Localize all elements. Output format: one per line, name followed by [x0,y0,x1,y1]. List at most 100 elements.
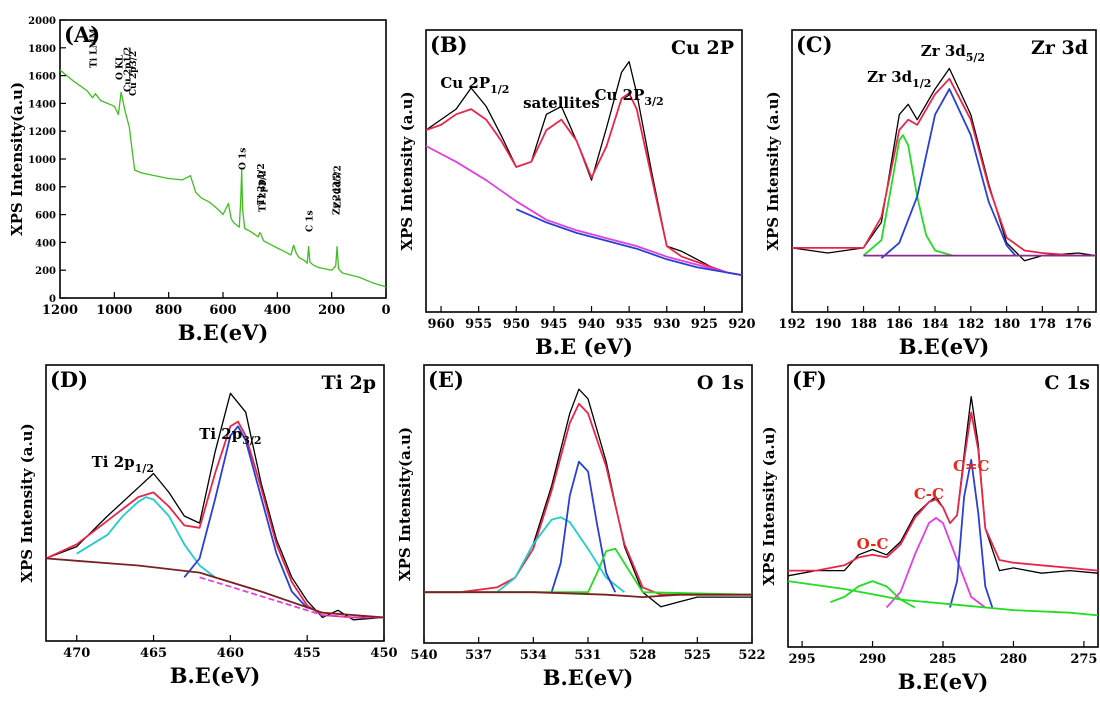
peak-label: C-C [914,485,944,503]
peak-label: Zr 3d1/2 [867,68,931,90]
series-raw-line [424,388,752,608]
panel-letter: (E) [428,367,464,392]
y-tick-label: 0 [49,294,56,305]
x-tick-label: 935 [616,317,643,332]
series-raw-line [791,67,1097,262]
series-envelope-line [792,77,1096,257]
plot-frame [423,364,753,644]
x-tick-label: 186 [886,317,913,332]
y-tick-label: 600 [35,211,56,222]
x-tick-label: 925 [691,317,718,332]
peak-label-subscript: 5/2 [966,51,985,64]
y-axis-label: XPS Intensity (a.u) [760,426,778,585]
panel-letter: (A) [64,22,100,47]
peak-label: Zr 2d5/2 [334,165,344,208]
x-tick-label: 180 [993,317,1020,332]
series-background-line [199,576,384,619]
x-tick-label: 525 [684,648,711,663]
x-tick-label: 178 [1029,317,1056,332]
x-tick-label: 190 [814,317,841,332]
plot-frame [791,29,1097,313]
x-tick-label: 531 [574,648,601,663]
x-tick-label: 200 [318,303,345,318]
panel-d: 470 465 460 455 450 B.E(eV) XPS Intensity (a.u… [18,364,398,688]
panel-letter: (B) [430,32,468,57]
x-axis-label: B.E(eV) [178,320,269,345]
series-fit2-line [550,460,617,593]
y-axis-label: XPS Intensity(a.u) [396,427,414,581]
series-raw-line [425,60,743,276]
x-tick-label: 188 [850,317,877,332]
x-tick-label: 950 [503,317,530,332]
x-tick-label: 184 [921,317,948,332]
x-tick-label: 285 [929,652,956,667]
x-tick-label: 176 [1065,317,1092,332]
x-tick-label: 465 [140,646,167,661]
panel-title: Zr 3d [1031,37,1088,59]
peak-label: Ti 2p1/2 [257,163,267,205]
x-tick-label: 295 [789,652,816,667]
x-tick-label: 275 [1070,652,1097,667]
x-axis-label: B.E(eV) [170,663,261,688]
peak-label: satellites [523,94,600,112]
x-axis-label: B.E(eV) [543,665,634,690]
peak-label: Zr 2d3/2 [333,172,343,215]
series-fit2-line [885,517,986,609]
plot-frame [425,29,743,313]
x-tick-label: 920 [728,317,755,332]
panel-letter: (D) [50,367,88,392]
series-baseline-line [45,557,385,619]
series-background-line [425,145,743,276]
x-tick-label: 450 [370,646,397,661]
x-tick-label: 460 [217,646,244,661]
x-tick-label: 955 [465,317,492,332]
peak-label-subscript: 3/2 [242,434,261,447]
y-tick-label: 1200 [28,127,56,138]
x-tick-label: 470 [63,646,90,661]
series-background-line [787,580,1099,617]
panel-title: C 1s [1044,372,1090,394]
y-tick-label: 1000 [28,155,56,166]
series-baseline-line [424,591,752,598]
series-fit1-line [496,516,625,593]
x-tick-label: 280 [1000,652,1027,667]
panel-a: 1200 1000 800 600 400 200 00200400600800100012… [8,16,391,345]
x-axis-label: B.E(eV) [898,669,989,694]
y-tick-label: 200 [35,266,56,277]
panel-e: 540 537 534 531 528 525 522 B.E(eV) XPS Intensit… [396,364,766,690]
x-tick-label: 192 [778,317,805,332]
peak-label-subscript: 1/2 [490,83,509,96]
series-raw-line [45,392,385,621]
x-axis-label: B.E (eV) [535,334,633,359]
x-tick-label: 455 [294,646,321,661]
x-tick-label: 182 [957,317,984,332]
series-fit3-line [949,458,994,608]
panel-letter: (C) [796,32,833,57]
series-fit3-line [424,547,753,596]
panel-title: O 1s [697,372,744,394]
peak-label: Ti 2p3/2 [258,170,268,212]
series-fit2-line [880,88,1017,259]
panel-b: 960 955 950 945 940 935 930 925 920 B.E (eV) XPS I… [398,29,756,359]
y-tick-label: 800 [35,183,56,194]
peak-label: Cu 2P3/2 [595,86,664,108]
y-axis-label: XPS Intensity (a.u) [18,423,36,582]
peak-label: Ti 2p3/2 [199,425,261,447]
x-tick-label: 1200 [42,303,78,318]
peak-label: C 1s [306,210,316,232]
series-baseline-line [515,208,743,276]
series-fit1-line [76,496,216,579]
plot-frame [45,364,385,642]
panel-title: Cu 2P [671,37,734,59]
peak-label-subscript: 1/2 [912,77,931,90]
peak-label: Cu 2p3/2 [129,51,139,96]
peak-label: Zr 3d5/2 [921,42,985,64]
y-tick-label: 1800 [28,44,56,55]
y-tick-label: 400 [35,238,56,249]
x-tick-label: 1000 [96,303,132,318]
x-tick-label: 528 [629,648,656,663]
x-tick-label: 945 [540,317,567,332]
x-tick-label: 522 [738,648,765,663]
x-tick-label: 0 [381,303,390,318]
